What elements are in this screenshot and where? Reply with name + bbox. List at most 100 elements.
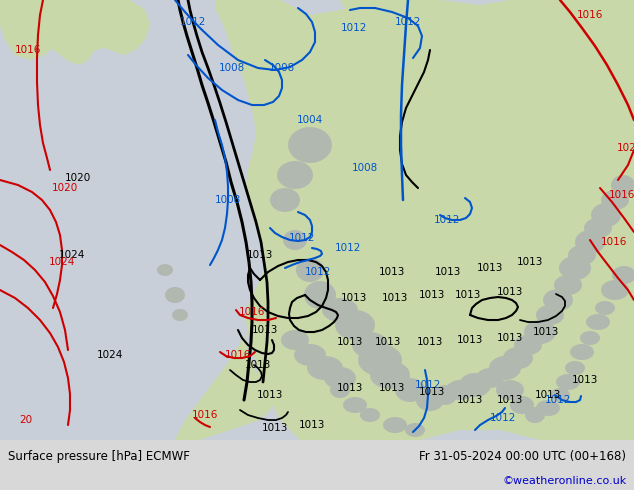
Polygon shape xyxy=(283,230,307,250)
Polygon shape xyxy=(322,298,358,322)
Polygon shape xyxy=(304,281,336,309)
Text: 1013: 1013 xyxy=(341,293,367,303)
Text: 1013: 1013 xyxy=(378,267,405,277)
Text: 1013: 1013 xyxy=(477,263,503,273)
Polygon shape xyxy=(395,378,425,402)
Polygon shape xyxy=(358,344,402,376)
Polygon shape xyxy=(514,335,542,355)
Text: 1013: 1013 xyxy=(535,390,561,400)
Text: 1013: 1013 xyxy=(435,267,461,277)
Text: 1013: 1013 xyxy=(378,383,405,393)
Text: 1008: 1008 xyxy=(219,63,245,73)
Text: 1012: 1012 xyxy=(434,215,460,225)
Text: 1012: 1012 xyxy=(545,395,571,405)
Polygon shape xyxy=(45,0,150,65)
Text: 1013: 1013 xyxy=(455,290,481,300)
Text: 1013: 1013 xyxy=(419,387,445,397)
Polygon shape xyxy=(215,0,634,440)
Polygon shape xyxy=(340,0,450,125)
Text: 1013: 1013 xyxy=(572,375,598,385)
Polygon shape xyxy=(294,344,326,366)
Text: 1016: 1016 xyxy=(577,10,603,20)
Text: 1008: 1008 xyxy=(352,163,378,173)
Polygon shape xyxy=(586,314,610,330)
Text: 1013: 1013 xyxy=(375,337,401,347)
Text: 1013: 1013 xyxy=(517,257,543,267)
Text: 1012: 1012 xyxy=(180,17,206,27)
Text: 1013: 1013 xyxy=(257,390,283,400)
Polygon shape xyxy=(352,332,388,358)
Polygon shape xyxy=(554,275,582,295)
Polygon shape xyxy=(591,203,621,227)
Text: 1013: 1013 xyxy=(382,293,408,303)
Polygon shape xyxy=(580,331,600,345)
Polygon shape xyxy=(559,256,591,280)
Text: 1020: 1020 xyxy=(52,183,78,193)
Text: 1012: 1012 xyxy=(395,17,421,27)
Text: 1012: 1012 xyxy=(335,243,361,253)
Polygon shape xyxy=(433,385,457,405)
Text: 1020: 1020 xyxy=(617,143,634,153)
Text: 1013: 1013 xyxy=(457,395,483,405)
Polygon shape xyxy=(324,367,356,389)
Polygon shape xyxy=(601,190,629,210)
Polygon shape xyxy=(536,305,564,325)
Polygon shape xyxy=(165,287,185,303)
Text: 1013: 1013 xyxy=(252,325,278,335)
Polygon shape xyxy=(575,230,605,254)
Polygon shape xyxy=(556,374,580,390)
Polygon shape xyxy=(496,380,524,400)
Polygon shape xyxy=(565,361,585,375)
Text: 1016: 1016 xyxy=(192,410,218,420)
Text: 1016: 1016 xyxy=(239,307,265,317)
Polygon shape xyxy=(307,356,343,380)
Text: 1008: 1008 xyxy=(269,63,295,73)
Text: 1024: 1024 xyxy=(49,257,75,267)
Text: 1020: 1020 xyxy=(65,173,91,183)
Polygon shape xyxy=(383,417,407,433)
Text: 1012: 1012 xyxy=(305,267,331,277)
Text: 1016: 1016 xyxy=(15,45,41,55)
Polygon shape xyxy=(288,127,332,163)
Polygon shape xyxy=(570,344,594,360)
Polygon shape xyxy=(330,382,350,398)
Polygon shape xyxy=(277,161,313,189)
Polygon shape xyxy=(459,373,491,397)
Text: 1013: 1013 xyxy=(419,290,445,300)
Polygon shape xyxy=(568,245,596,265)
Text: 1013: 1013 xyxy=(337,383,363,393)
Text: 1013: 1013 xyxy=(533,327,559,337)
Text: Surface pressure [hPa] ECMWF: Surface pressure [hPa] ECMWF xyxy=(8,449,190,463)
Polygon shape xyxy=(416,389,444,411)
Polygon shape xyxy=(281,330,309,350)
Polygon shape xyxy=(172,309,188,321)
Polygon shape xyxy=(543,289,573,311)
Text: 1013: 1013 xyxy=(497,333,523,343)
Text: 1013: 1013 xyxy=(417,337,443,347)
Text: 1012: 1012 xyxy=(289,233,315,243)
Text: 1016: 1016 xyxy=(609,190,634,200)
Polygon shape xyxy=(157,264,173,276)
Text: 1012: 1012 xyxy=(341,23,367,33)
Polygon shape xyxy=(405,423,425,437)
Polygon shape xyxy=(584,218,612,238)
Polygon shape xyxy=(270,188,300,212)
Text: 1013: 1013 xyxy=(337,337,363,347)
Text: 1004: 1004 xyxy=(297,115,323,125)
Text: ©weatheronline.co.uk: ©weatheronline.co.uk xyxy=(502,476,626,486)
Text: 1013: 1013 xyxy=(497,287,523,297)
Polygon shape xyxy=(343,397,367,413)
Polygon shape xyxy=(550,388,570,402)
Text: 1013: 1013 xyxy=(457,335,483,345)
Polygon shape xyxy=(370,361,410,389)
Text: 1008: 1008 xyxy=(215,195,241,205)
Polygon shape xyxy=(612,266,634,284)
Text: 1013: 1013 xyxy=(247,250,273,260)
Polygon shape xyxy=(296,258,324,282)
Polygon shape xyxy=(335,310,375,340)
Polygon shape xyxy=(175,330,275,440)
Polygon shape xyxy=(360,408,380,422)
Polygon shape xyxy=(525,407,545,423)
Polygon shape xyxy=(524,320,556,344)
Polygon shape xyxy=(489,356,521,380)
